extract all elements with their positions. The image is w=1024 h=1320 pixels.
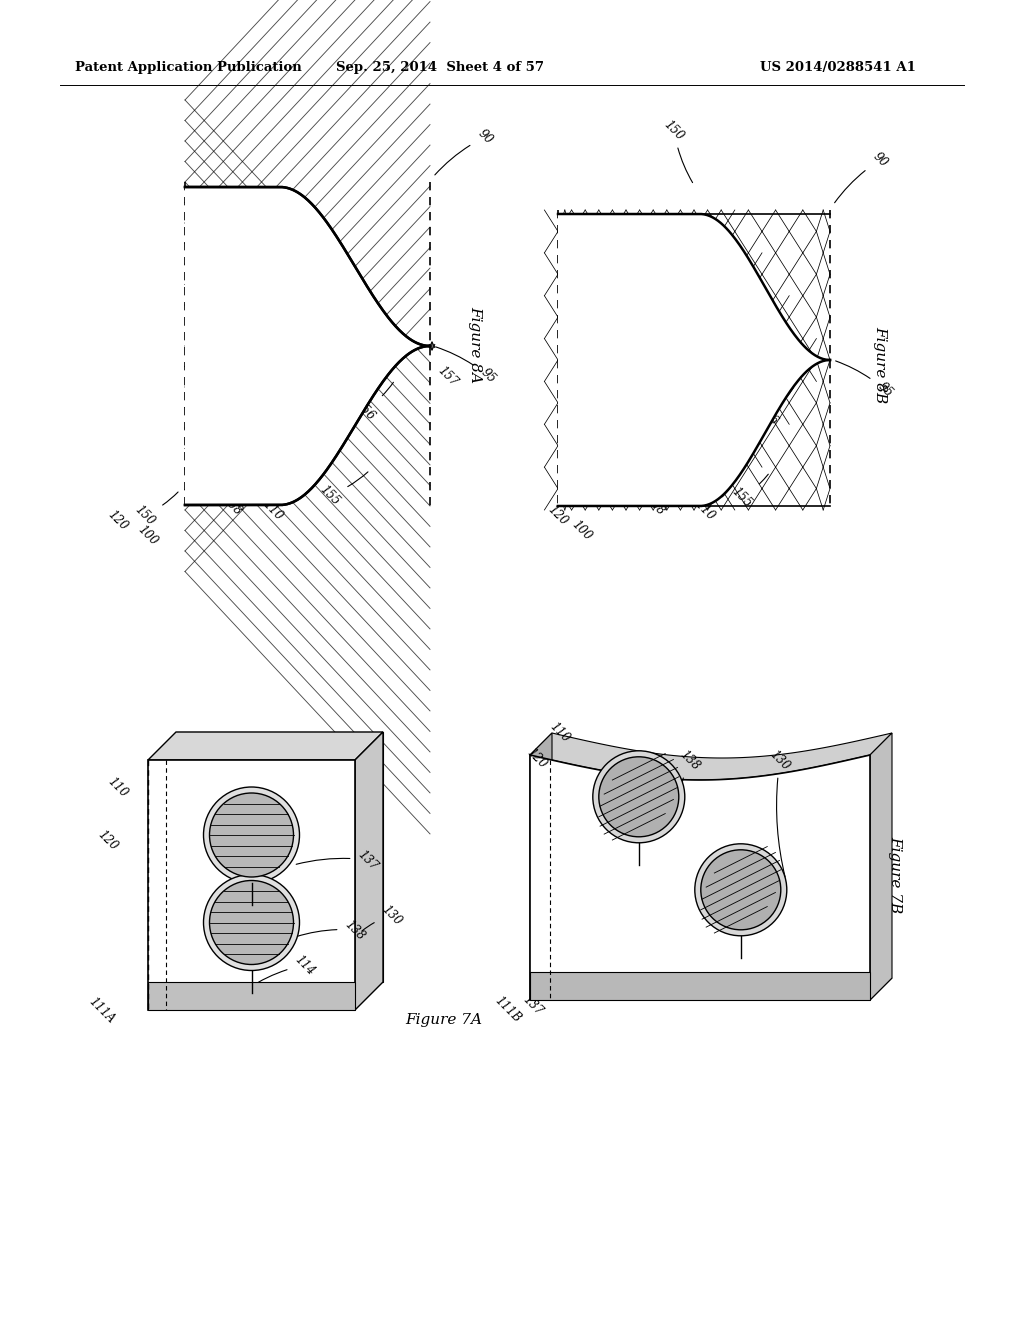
- Text: 120: 120: [95, 828, 121, 853]
- Text: 100: 100: [135, 523, 161, 548]
- Text: Figure 7B: Figure 7B: [888, 837, 902, 913]
- Text: 158: 158: [642, 482, 683, 517]
- Text: 110: 110: [105, 775, 130, 800]
- Text: 95: 95: [836, 360, 895, 400]
- Text: US 2014/0288541 A1: US 2014/0288541 A1: [760, 62, 915, 74]
- Text: 120: 120: [105, 507, 130, 532]
- Polygon shape: [148, 733, 383, 760]
- Text: Figure 8B: Figure 8B: [873, 326, 887, 404]
- Text: 150: 150: [132, 492, 178, 528]
- Text: 95: 95: [435, 347, 498, 385]
- Circle shape: [204, 874, 299, 970]
- Circle shape: [593, 751, 685, 842]
- Text: 155: 155: [317, 471, 368, 508]
- Polygon shape: [176, 733, 383, 982]
- Polygon shape: [148, 760, 355, 1010]
- Circle shape: [599, 756, 679, 837]
- Text: 114: 114: [249, 953, 317, 987]
- Text: 90: 90: [835, 150, 890, 203]
- Text: Patent Application Publication: Patent Application Publication: [75, 62, 302, 74]
- Text: 110: 110: [260, 492, 298, 523]
- Text: 130: 130: [362, 903, 404, 931]
- Text: 138: 138: [296, 917, 368, 942]
- Text: 157: 157: [435, 363, 461, 388]
- Text: 111A: 111A: [86, 994, 118, 1026]
- Polygon shape: [530, 978, 892, 1001]
- Polygon shape: [530, 733, 892, 780]
- Text: 100: 100: [569, 517, 595, 543]
- Text: 110: 110: [692, 490, 728, 523]
- Text: 110: 110: [548, 719, 572, 744]
- Circle shape: [700, 850, 780, 929]
- Text: 156: 156: [756, 387, 794, 428]
- Text: Sep. 25, 2014  Sheet 4 of 57: Sep. 25, 2014 Sheet 4 of 57: [336, 62, 544, 74]
- Text: 114: 114: [647, 766, 673, 804]
- Circle shape: [204, 787, 299, 883]
- Polygon shape: [870, 733, 892, 1001]
- Polygon shape: [148, 982, 355, 1010]
- Text: 137: 137: [296, 847, 381, 873]
- Text: 156: 156: [352, 383, 393, 422]
- Polygon shape: [355, 733, 383, 1010]
- Text: Figure 8A: Figure 8A: [468, 306, 482, 384]
- Text: 138: 138: [678, 747, 702, 804]
- Circle shape: [210, 793, 294, 876]
- Text: 155: 155: [729, 474, 768, 510]
- Text: 90: 90: [435, 127, 495, 176]
- Polygon shape: [530, 755, 870, 1001]
- Text: 120: 120: [546, 503, 570, 528]
- Text: 130: 130: [767, 747, 793, 876]
- Text: Figure 7A: Figure 7A: [406, 1012, 482, 1027]
- Text: 158: 158: [219, 482, 258, 517]
- Polygon shape: [185, 187, 430, 506]
- Text: 120: 120: [524, 746, 550, 771]
- Circle shape: [210, 880, 294, 965]
- Text: 150: 150: [662, 117, 692, 182]
- Polygon shape: [530, 972, 870, 1001]
- Polygon shape: [558, 214, 830, 506]
- Text: 137: 137: [520, 993, 546, 1018]
- Circle shape: [695, 843, 786, 936]
- Text: 111B: 111B: [493, 994, 523, 1026]
- Polygon shape: [530, 733, 552, 1001]
